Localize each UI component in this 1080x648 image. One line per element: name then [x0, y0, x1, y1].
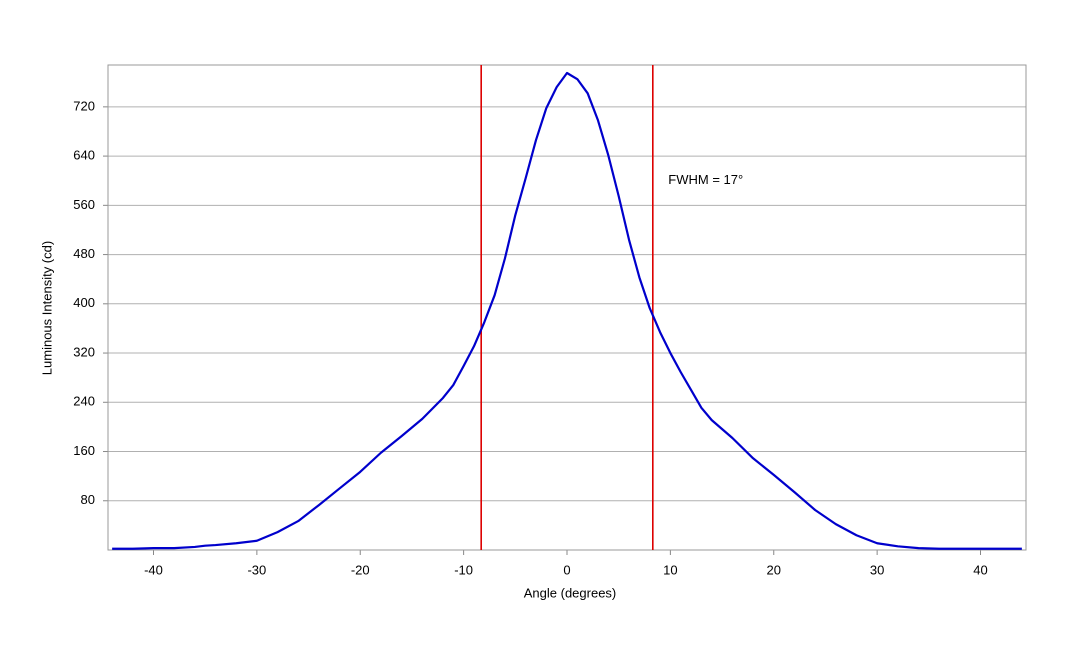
x-tick-label: 30: [870, 562, 884, 577]
y-tick-label: 320: [73, 344, 95, 359]
y-tick-label: 160: [73, 443, 95, 458]
y-tick-label: 240: [73, 394, 95, 409]
plot-frame: [107, 64, 1027, 551]
annotation: FWHM = 17°: [668, 172, 743, 187]
y-tick-label: 640: [73, 148, 95, 163]
x-tick-label: 10: [663, 562, 677, 577]
y-tick-label: 720: [73, 98, 95, 113]
y-tick-label: 560: [73, 197, 95, 212]
y-tick-label: 80: [81, 492, 95, 507]
x-tick-label: 40: [973, 562, 987, 577]
x-tick-label: -10: [454, 562, 473, 577]
y-tick-label: 400: [73, 295, 95, 310]
y-tick-label: 480: [73, 246, 95, 261]
x-tick-label: 20: [767, 562, 781, 577]
x-tick-label: -30: [247, 562, 266, 577]
x-axis-title: Angle (degrees): [524, 585, 617, 600]
x-tick-label: 0: [563, 562, 570, 577]
data-line: [112, 71, 1022, 550]
y-axis-title: Luminous Intensity (cd): [39, 241, 54, 375]
x-tick-label: -20: [351, 562, 370, 577]
x-tick-label: -40: [144, 562, 163, 577]
